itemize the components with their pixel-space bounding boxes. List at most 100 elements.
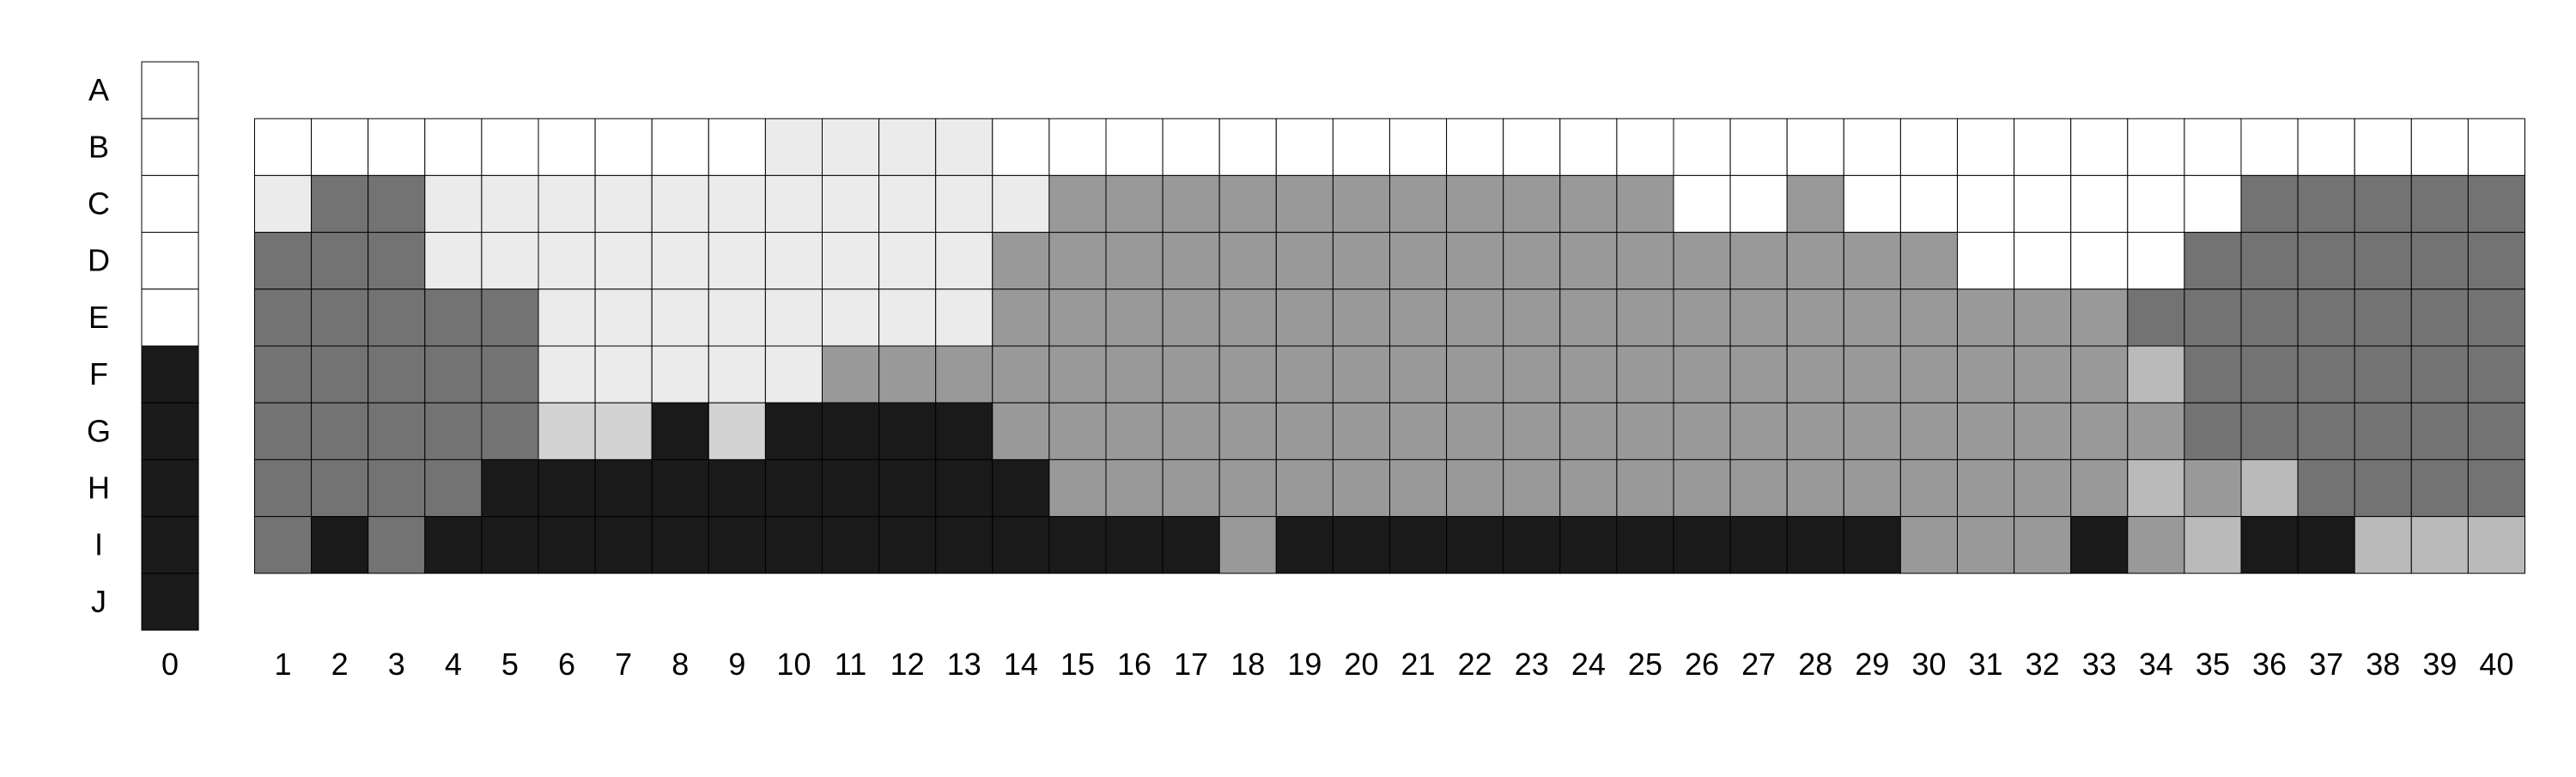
heatmap-cell-E-9 bbox=[708, 288, 766, 347]
heatmap-cell-E-10 bbox=[764, 288, 823, 347]
heatmap-cell-E-1 bbox=[254, 288, 313, 347]
heatmap-cell-C-10 bbox=[764, 174, 823, 234]
row-label-E: E bbox=[88, 300, 109, 335]
heatmap-cell-C-29 bbox=[1843, 174, 1901, 234]
heatmap-cell-C-3 bbox=[368, 174, 426, 234]
reference-cell-I bbox=[141, 516, 199, 574]
heatmap-cell-I-38 bbox=[2354, 516, 2412, 574]
reference-cell-J bbox=[141, 573, 199, 631]
heatmap-cell-F-17 bbox=[1162, 345, 1220, 404]
heatmap-cell-H-8 bbox=[651, 458, 709, 518]
heatmap-cell-H-32 bbox=[2014, 458, 2072, 518]
heatmap-cell-D-20 bbox=[1332, 232, 1391, 290]
heatmap-cell-G-33 bbox=[2070, 402, 2129, 460]
heatmap-cell-D-39 bbox=[2410, 232, 2469, 290]
heatmap-cell-E-29 bbox=[1843, 288, 1901, 347]
heatmap-cell-D-21 bbox=[1389, 232, 1448, 290]
column-label-40: 40 bbox=[2479, 646, 2513, 682]
heatmap-cell-B-26 bbox=[1673, 118, 1731, 176]
heatmap-cell-D-25 bbox=[1616, 232, 1674, 290]
heatmap-cell-F-8 bbox=[651, 345, 709, 404]
heatmap-cell-E-30 bbox=[1899, 288, 1958, 347]
heatmap-cell-E-17 bbox=[1162, 288, 1220, 347]
heatmap-cell-F-19 bbox=[1275, 345, 1334, 404]
heatmap-cell-B-12 bbox=[878, 118, 937, 176]
heatmap-cell-I-37 bbox=[2297, 516, 2355, 574]
reference-cell-B bbox=[141, 118, 199, 176]
heatmap-cell-H-31 bbox=[1957, 458, 2015, 518]
heatmap-cell-E-40 bbox=[2467, 288, 2525, 347]
heatmap-cell-D-16 bbox=[1105, 232, 1163, 290]
heatmap-cell-I-8 bbox=[651, 516, 709, 574]
column-label-24: 24 bbox=[1571, 646, 1606, 682]
heatmap-cell-D-18 bbox=[1218, 232, 1277, 290]
heatmap-cell-D-34 bbox=[2127, 232, 2185, 290]
heatmap-cell-B-28 bbox=[1786, 118, 1844, 176]
heatmap-cell-I-10 bbox=[764, 516, 823, 574]
heatmap-cell-D-3 bbox=[368, 232, 426, 290]
heatmap-cell-I-23 bbox=[1503, 516, 1561, 574]
heatmap-cell-B-40 bbox=[2467, 118, 2525, 176]
heatmap-cell-F-2 bbox=[311, 345, 369, 404]
heatmap-cell-G-8 bbox=[651, 402, 709, 460]
heatmap-cell-B-32 bbox=[2014, 118, 2072, 176]
heatmap-cell-C-6 bbox=[538, 174, 596, 234]
column-label-35: 35 bbox=[2196, 646, 2230, 682]
heatmap-cell-G-20 bbox=[1332, 402, 1391, 460]
heatmap-cell-H-12 bbox=[878, 458, 937, 518]
heatmap-cell-B-36 bbox=[2240, 118, 2299, 176]
heatmap-cell-E-25 bbox=[1616, 288, 1674, 347]
heatmap-cell-I-5 bbox=[481, 516, 539, 574]
heatmap-cell-I-20 bbox=[1332, 516, 1391, 574]
heatmap-cell-H-9 bbox=[708, 458, 766, 518]
heatmap-cell-I-27 bbox=[1729, 516, 1788, 574]
heatmap-cell-G-9 bbox=[708, 402, 766, 460]
heatmap-cell-G-10 bbox=[764, 402, 823, 460]
heatmap-cell-B-23 bbox=[1503, 118, 1561, 176]
heatmap-cell-D-1 bbox=[254, 232, 313, 290]
heatmap-cell-D-11 bbox=[822, 232, 880, 290]
heatmap-cell-E-3 bbox=[368, 288, 426, 347]
heatmap-cell-H-30 bbox=[1899, 458, 1958, 518]
heatmap-cell-D-9 bbox=[708, 232, 766, 290]
heatmap-cell-F-30 bbox=[1899, 345, 1958, 404]
heatmap-cell-C-8 bbox=[651, 174, 709, 234]
heatmap-cell-C-27 bbox=[1729, 174, 1788, 234]
column-label-18: 18 bbox=[1230, 646, 1265, 682]
heatmap-cell-E-8 bbox=[651, 288, 709, 347]
heatmap-cell-C-24 bbox=[1559, 174, 1618, 234]
column-label-29: 29 bbox=[1855, 646, 1889, 682]
heatmap-cell-H-38 bbox=[2354, 458, 2412, 518]
heatmap-cell-I-1 bbox=[254, 516, 313, 574]
heatmap-cell-I-19 bbox=[1275, 516, 1334, 574]
heatmap-cell-F-31 bbox=[1957, 345, 2015, 404]
reference-cell-C bbox=[141, 174, 199, 234]
heatmap-cell-H-28 bbox=[1786, 458, 1844, 518]
heatmap-cell-E-32 bbox=[2014, 288, 2072, 347]
heatmap-cell-H-15 bbox=[1048, 458, 1107, 518]
heatmap-cell-G-1 bbox=[254, 402, 313, 460]
heatmap-cell-G-36 bbox=[2240, 402, 2299, 460]
column-label-19: 19 bbox=[1287, 646, 1321, 682]
heatmap-cell-D-12 bbox=[878, 232, 937, 290]
reference-cell-A bbox=[141, 61, 199, 119]
heatmap-cell-E-4 bbox=[424, 288, 483, 347]
heatmap-cell-F-32 bbox=[2014, 345, 2072, 404]
heatmap-cell-F-13 bbox=[935, 345, 993, 404]
heatmap-cell-H-33 bbox=[2070, 458, 2129, 518]
column-label-12: 12 bbox=[890, 646, 925, 682]
heatmap-cell-F-36 bbox=[2240, 345, 2299, 404]
heatmap-cell-G-21 bbox=[1389, 402, 1448, 460]
column-label-9: 9 bbox=[728, 646, 745, 682]
heatmap-cell-H-2 bbox=[311, 458, 369, 518]
heatmap-cell-B-6 bbox=[538, 118, 596, 176]
heatmap-cell-H-39 bbox=[2410, 458, 2469, 518]
heatmap-cell-B-29 bbox=[1843, 118, 1901, 176]
heatmap-cell-H-23 bbox=[1503, 458, 1561, 518]
column-label-1: 1 bbox=[275, 646, 292, 682]
heatmap-cell-I-24 bbox=[1559, 516, 1618, 574]
heatmap-cell-H-25 bbox=[1616, 458, 1674, 518]
heatmap-cell-I-3 bbox=[368, 516, 426, 574]
heatmap-cell-G-29 bbox=[1843, 402, 1901, 460]
